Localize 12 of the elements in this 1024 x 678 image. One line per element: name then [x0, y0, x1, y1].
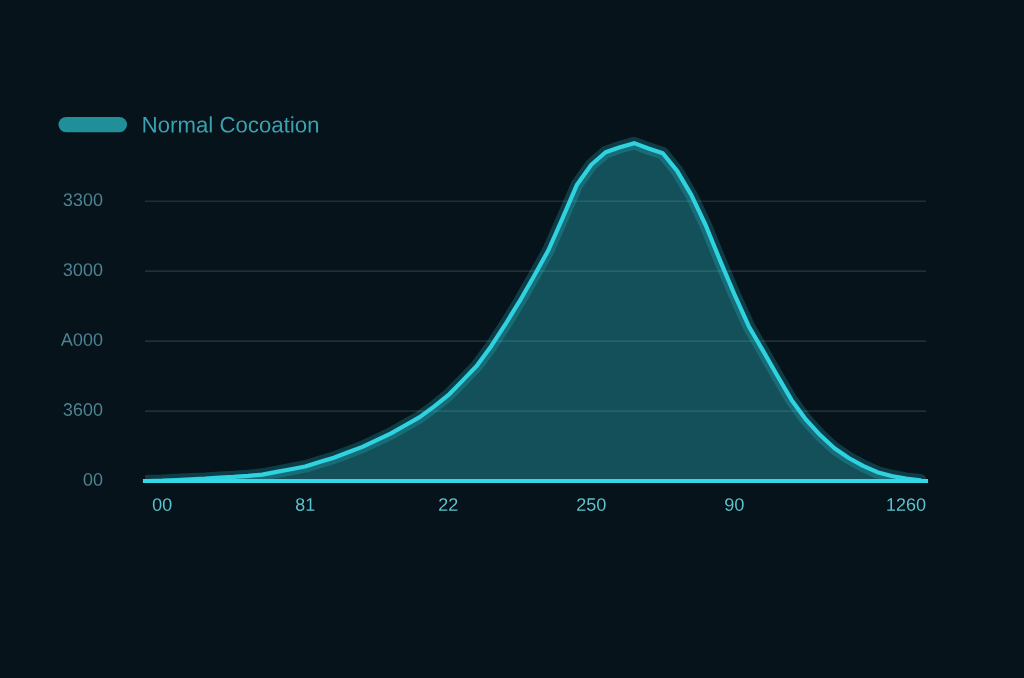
text: 3300 — [63, 193, 103, 207]
x-tick-label: 90 — [725, 498, 744, 511]
x-tick-label: 250 — [577, 498, 606, 511]
x-tick-label: 22 — [439, 498, 458, 511]
legend-label: Normal Cocoation — [143, 116, 319, 133]
x-tick-label: 1260 — [887, 498, 926, 511]
text: 00 — [83, 473, 103, 486]
text: A000 — [60, 333, 103, 346]
text: 3600 — [63, 403, 103, 416]
x-tick-label: 00 — [152, 498, 172, 511]
text: 3000 — [63, 263, 103, 277]
x-tick-label: 81 — [295, 498, 315, 511]
